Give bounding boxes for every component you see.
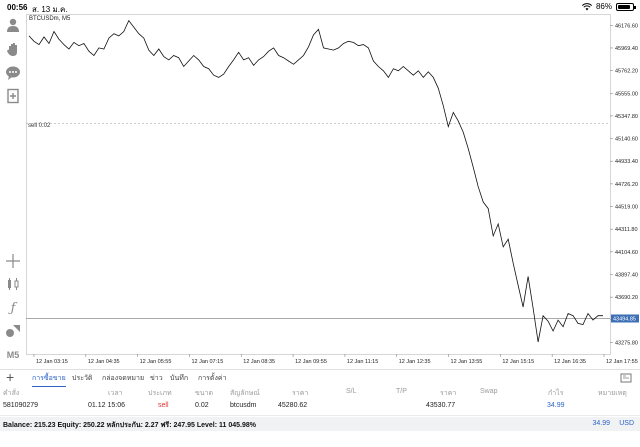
- symbol-label: BTCUSDm, M5: [29, 16, 71, 22]
- x-tick-label: 12 Jan 04:35: [88, 359, 120, 365]
- y-tick-label: 43897.40: [615, 272, 638, 278]
- tab-mailbox[interactable]: กล่องจดหมาย: [102, 375, 145, 382]
- battery-percent: 86%: [595, 2, 612, 11]
- table-row[interactable]: 581090279 01.12 15:06 sell 0.02 btcusdm …: [0, 402, 640, 416]
- timeframe-label[interactable]: M5: [6, 350, 20, 360]
- header-order: คำสั่ง: [3, 390, 20, 397]
- cell-symbol: btcusdm: [230, 402, 257, 409]
- status-bar: 00:56 ส. 13 ม.ค. 86%: [0, 0, 640, 14]
- cell-profit: 34.99: [547, 402, 565, 409]
- current-price-tag-label: 43494.85: [613, 316, 636, 322]
- cell-time: 01.12 15:06: [88, 402, 125, 409]
- x-tick-label: 12 Jan 03:15: [36, 359, 68, 365]
- tab-trade[interactable]: การซื้อขาย: [32, 373, 66, 387]
- header-sl: S/L: [346, 388, 357, 395]
- y-tick-label: 43275.80: [615, 340, 638, 346]
- price-chart[interactable]: 46176.60 45969.40 45762.20 45555.00 45347.80…: [26, 14, 640, 369]
- battery-icon: [616, 2, 636, 11]
- chat-icon[interactable]: [4, 64, 22, 82]
- x-tick-label: 12 Jan 17:55: [606, 359, 638, 365]
- x-tick-label: 12 Jan 11:15: [347, 359, 378, 365]
- cell-open-price: 45280.62: [278, 402, 308, 409]
- x-tick-label: 12 Jan 09:55: [295, 359, 327, 365]
- chart-toolbar: ƒ M5: [0, 14, 26, 364]
- x-tick-label: 12 Jan 15:15: [502, 359, 534, 365]
- x-tick-label: 12 Jan 13:55: [451, 359, 483, 365]
- cell-type: sell: [158, 402, 169, 409]
- objects-icon[interactable]: [4, 322, 22, 340]
- status-date: ส. 13 ม.ค.: [32, 5, 68, 14]
- add-page-icon[interactable]: [4, 87, 22, 105]
- terminal-tabs: + การซื้อขาย ประวัติ กล่องจดหมาย ข่าว บั…: [0, 369, 640, 387]
- header-price: ราคา: [440, 390, 457, 397]
- status-time: 00:56: [7, 3, 28, 12]
- y-tick-label: 43690.20: [615, 295, 638, 301]
- y-tick-label: 45969.40: [615, 46, 638, 52]
- header-swap: Swap: [480, 388, 498, 395]
- header-profit: กำไร: [548, 390, 564, 397]
- header-size: ขนาด: [195, 390, 214, 397]
- tab-history[interactable]: ประวัติ: [72, 375, 93, 382]
- expand-icon[interactable]: [620, 372, 632, 384]
- header-tp: T/P: [396, 388, 407, 395]
- y-tick-label: 45347.80: [615, 114, 638, 120]
- balance-profit: 34.99: [592, 420, 610, 427]
- orders-table-header: คำสั่ง เวลา ประเภท ขนาด สัญลักษณ์ ราคา S…: [0, 388, 640, 400]
- hand-icon[interactable]: [4, 40, 22, 58]
- balance-bar: Balance: 215.23 Equity: 250.22 หลักประกั…: [0, 417, 640, 431]
- add-button[interactable]: +: [6, 369, 15, 385]
- x-tick-label: 12 Jan 05:55: [140, 359, 172, 365]
- sell-line-label: sell 0.02: [28, 123, 51, 129]
- y-tick-label: 45555.00: [615, 91, 638, 97]
- cell-order: 581090279: [3, 402, 39, 409]
- header-type: ประเภท: [148, 390, 172, 397]
- current-price-tag: [611, 314, 639, 323]
- y-tick-label: 44519.00: [615, 205, 638, 211]
- y-tick-label: 44726.20: [615, 182, 638, 188]
- header-open-price: ราคา: [292, 390, 309, 397]
- header-symbol: สัญลักษณ์: [230, 390, 260, 397]
- bars-icon[interactable]: [4, 275, 22, 293]
- price-line: [28, 19, 603, 343]
- y-tick-label: 45140.60: [615, 137, 638, 143]
- x-tick-label: 12 Jan 12:35: [399, 359, 431, 365]
- cell-price: 43530.77: [426, 402, 456, 409]
- crosshair-icon[interactable]: [4, 252, 22, 270]
- cell-size: 0.02: [195, 402, 209, 409]
- plot-frame: [26, 14, 611, 355]
- balance-currency: USD: [619, 420, 634, 427]
- x-tick-label: 12 Jan 08:35: [243, 359, 275, 365]
- wifi-icon: [581, 2, 592, 10]
- tab-news[interactable]: ข่าว: [150, 375, 163, 382]
- y-tick-label: 44104.60: [615, 250, 638, 256]
- balance-summary: Balance: 215.23 Equity: 250.22 หลักประกั…: [3, 422, 256, 429]
- header-time: เวลา: [108, 390, 123, 397]
- tab-journal[interactable]: บันทึก: [170, 375, 189, 382]
- chart-canvas[interactable]: 46176.60 45969.40 45762.20 45555.00 45347.80…: [26, 14, 640, 369]
- header-comment: หมายเหตุ: [598, 390, 627, 397]
- y-tick-label: 45762.20: [615, 69, 638, 75]
- function-icon[interactable]: ƒ: [10, 300, 16, 316]
- y-tick-label: 44933.40: [615, 159, 638, 165]
- tab-settings[interactable]: การตั้งค่า: [198, 375, 227, 382]
- y-tick-label: 46176.60: [615, 23, 638, 29]
- x-tick-label: 12 Jan 07:15: [191, 359, 223, 365]
- person-icon[interactable]: [4, 16, 22, 34]
- x-tick-label: 12 Jan 16:35: [554, 359, 586, 365]
- battery-fill: [618, 4, 631, 9]
- y-tick-label: 44311.80: [615, 227, 638, 233]
